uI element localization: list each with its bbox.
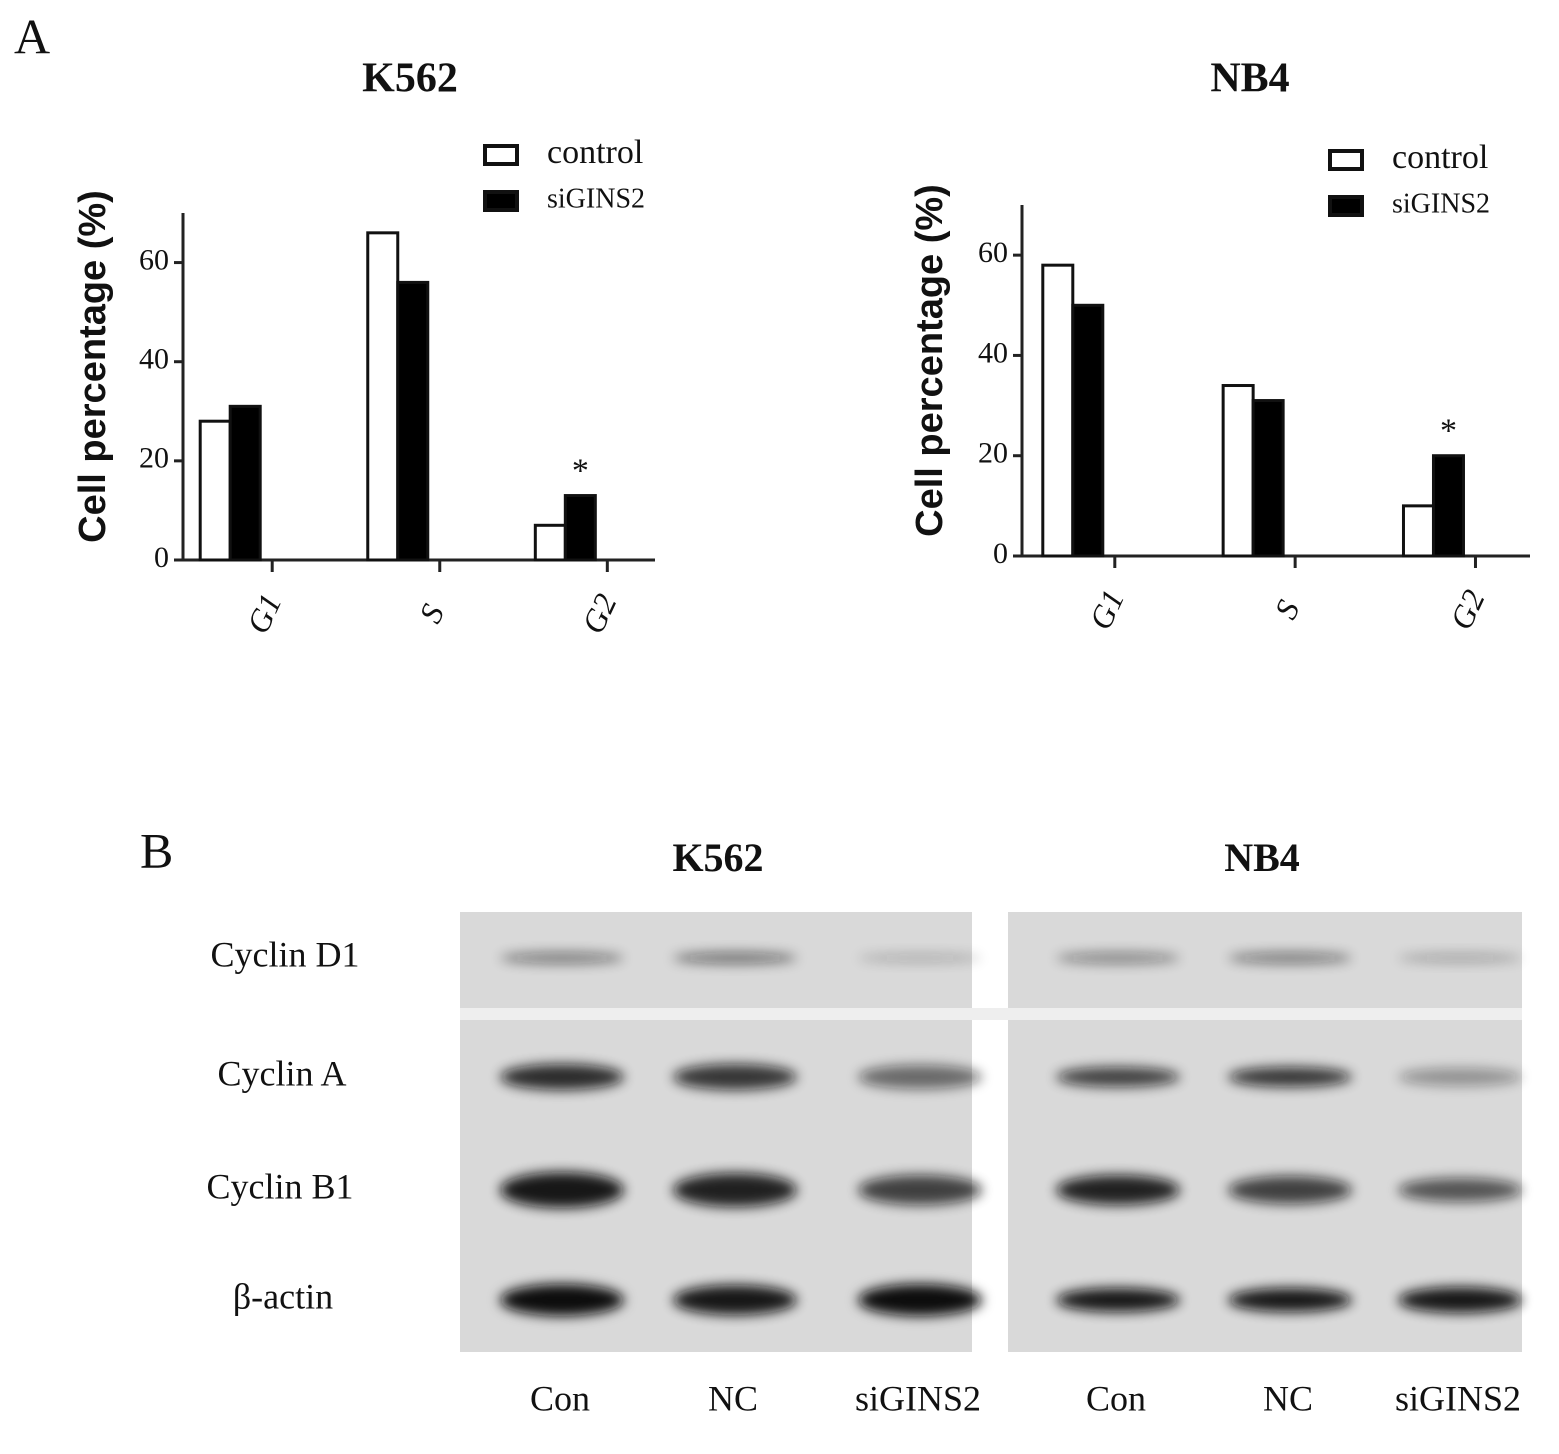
blot-band [673, 1064, 797, 1090]
x-tick-label: G2 [1443, 584, 1492, 635]
legend-label: control [547, 134, 643, 171]
blot-band [1228, 1288, 1352, 1312]
y-tick-label: 60 [139, 243, 169, 276]
blot-membrane [1008, 912, 1522, 1352]
y-axis-label: Cell percentage (%) [909, 184, 951, 537]
chart-title: NB4 [1210, 56, 1289, 102]
lane-label: NC [1263, 1378, 1313, 1418]
y-tick-label: 0 [154, 541, 169, 574]
blot-band [1228, 952, 1352, 964]
blot-band [1398, 953, 1522, 963]
blot-band [858, 1175, 982, 1205]
blot-row-label: Cyclin A [217, 1053, 346, 1093]
western-blot [460, 912, 1522, 1352]
x-tick-label: G1 [1082, 584, 1131, 635]
legend-swatch [483, 190, 519, 212]
bar [1401, 504, 1435, 558]
x-tick-label: S [1267, 595, 1306, 625]
legend-label: siGINS2 [1392, 188, 1490, 219]
y-tick-label: 60 [978, 236, 1008, 269]
blot-band [1056, 1175, 1180, 1205]
blot-strip-gap [460, 1008, 1522, 1020]
blot-band [1398, 1178, 1522, 1202]
blot-band [858, 1284, 982, 1316]
blot-band [500, 1064, 624, 1090]
legend-swatch [483, 144, 519, 166]
blot-row-label: β-actin [233, 1276, 333, 1316]
blot-band [673, 952, 797, 964]
blot-band [1228, 1067, 1352, 1087]
x-tick-label: S [412, 599, 451, 629]
blot-band [1056, 952, 1180, 964]
y-tick-label: 0 [993, 537, 1008, 570]
blot-band [1228, 1176, 1352, 1204]
legend-swatch [1328, 149, 1364, 171]
x-tick-label: G2 [574, 588, 623, 639]
blot-band [1398, 1068, 1522, 1086]
panel-label: B [140, 822, 173, 878]
bar [366, 231, 400, 562]
blot-row-label: Cyclin B1 [206, 1166, 353, 1206]
blot-band [1398, 1287, 1522, 1313]
lane-label: siGINS2 [855, 1378, 981, 1418]
legend-label: control [1392, 139, 1488, 176]
bar [198, 419, 232, 562]
bar [1041, 263, 1075, 558]
bar [533, 523, 567, 562]
panel-label: A [14, 8, 50, 64]
blot-title: K562 [672, 835, 763, 880]
y-tick-label: 20 [139, 442, 169, 475]
blot-title: NB4 [1224, 835, 1300, 880]
blot-row-label: Cyclin D1 [211, 934, 360, 974]
legend-label: siGINS2 [547, 183, 645, 214]
blot-band [500, 952, 624, 964]
lane-label: NC [708, 1378, 758, 1418]
chart-title: K562 [362, 56, 458, 102]
bar [1071, 303, 1105, 558]
bar [1431, 454, 1465, 558]
blot-band [673, 1173, 797, 1207]
y-axis-label: Cell percentage (%) [72, 190, 114, 543]
blot-band [858, 1065, 982, 1089]
blot-band [673, 1285, 797, 1315]
blot-band [1056, 1067, 1180, 1087]
blot-band [858, 953, 982, 963]
x-tick-label: G1 [239, 588, 288, 639]
blot-band [500, 1172, 624, 1208]
bar [563, 494, 597, 562]
bar [1251, 399, 1285, 558]
blot-membrane [460, 912, 972, 1352]
y-tick-label: 40 [978, 336, 1008, 369]
y-tick-label: 20 [978, 437, 1008, 470]
significance-marker: * [572, 452, 589, 489]
blot-band [500, 1284, 624, 1316]
y-tick-label: 40 [139, 343, 169, 376]
lane-label: siGINS2 [1395, 1378, 1521, 1418]
legend-swatch [1328, 195, 1364, 217]
bar [396, 280, 430, 562]
bar [1221, 384, 1255, 558]
significance-marker: * [1440, 413, 1457, 450]
lane-label: Con [530, 1378, 590, 1418]
bar [228, 404, 262, 562]
lane-label: Con [1086, 1378, 1146, 1418]
blot-band [1056, 1288, 1180, 1312]
